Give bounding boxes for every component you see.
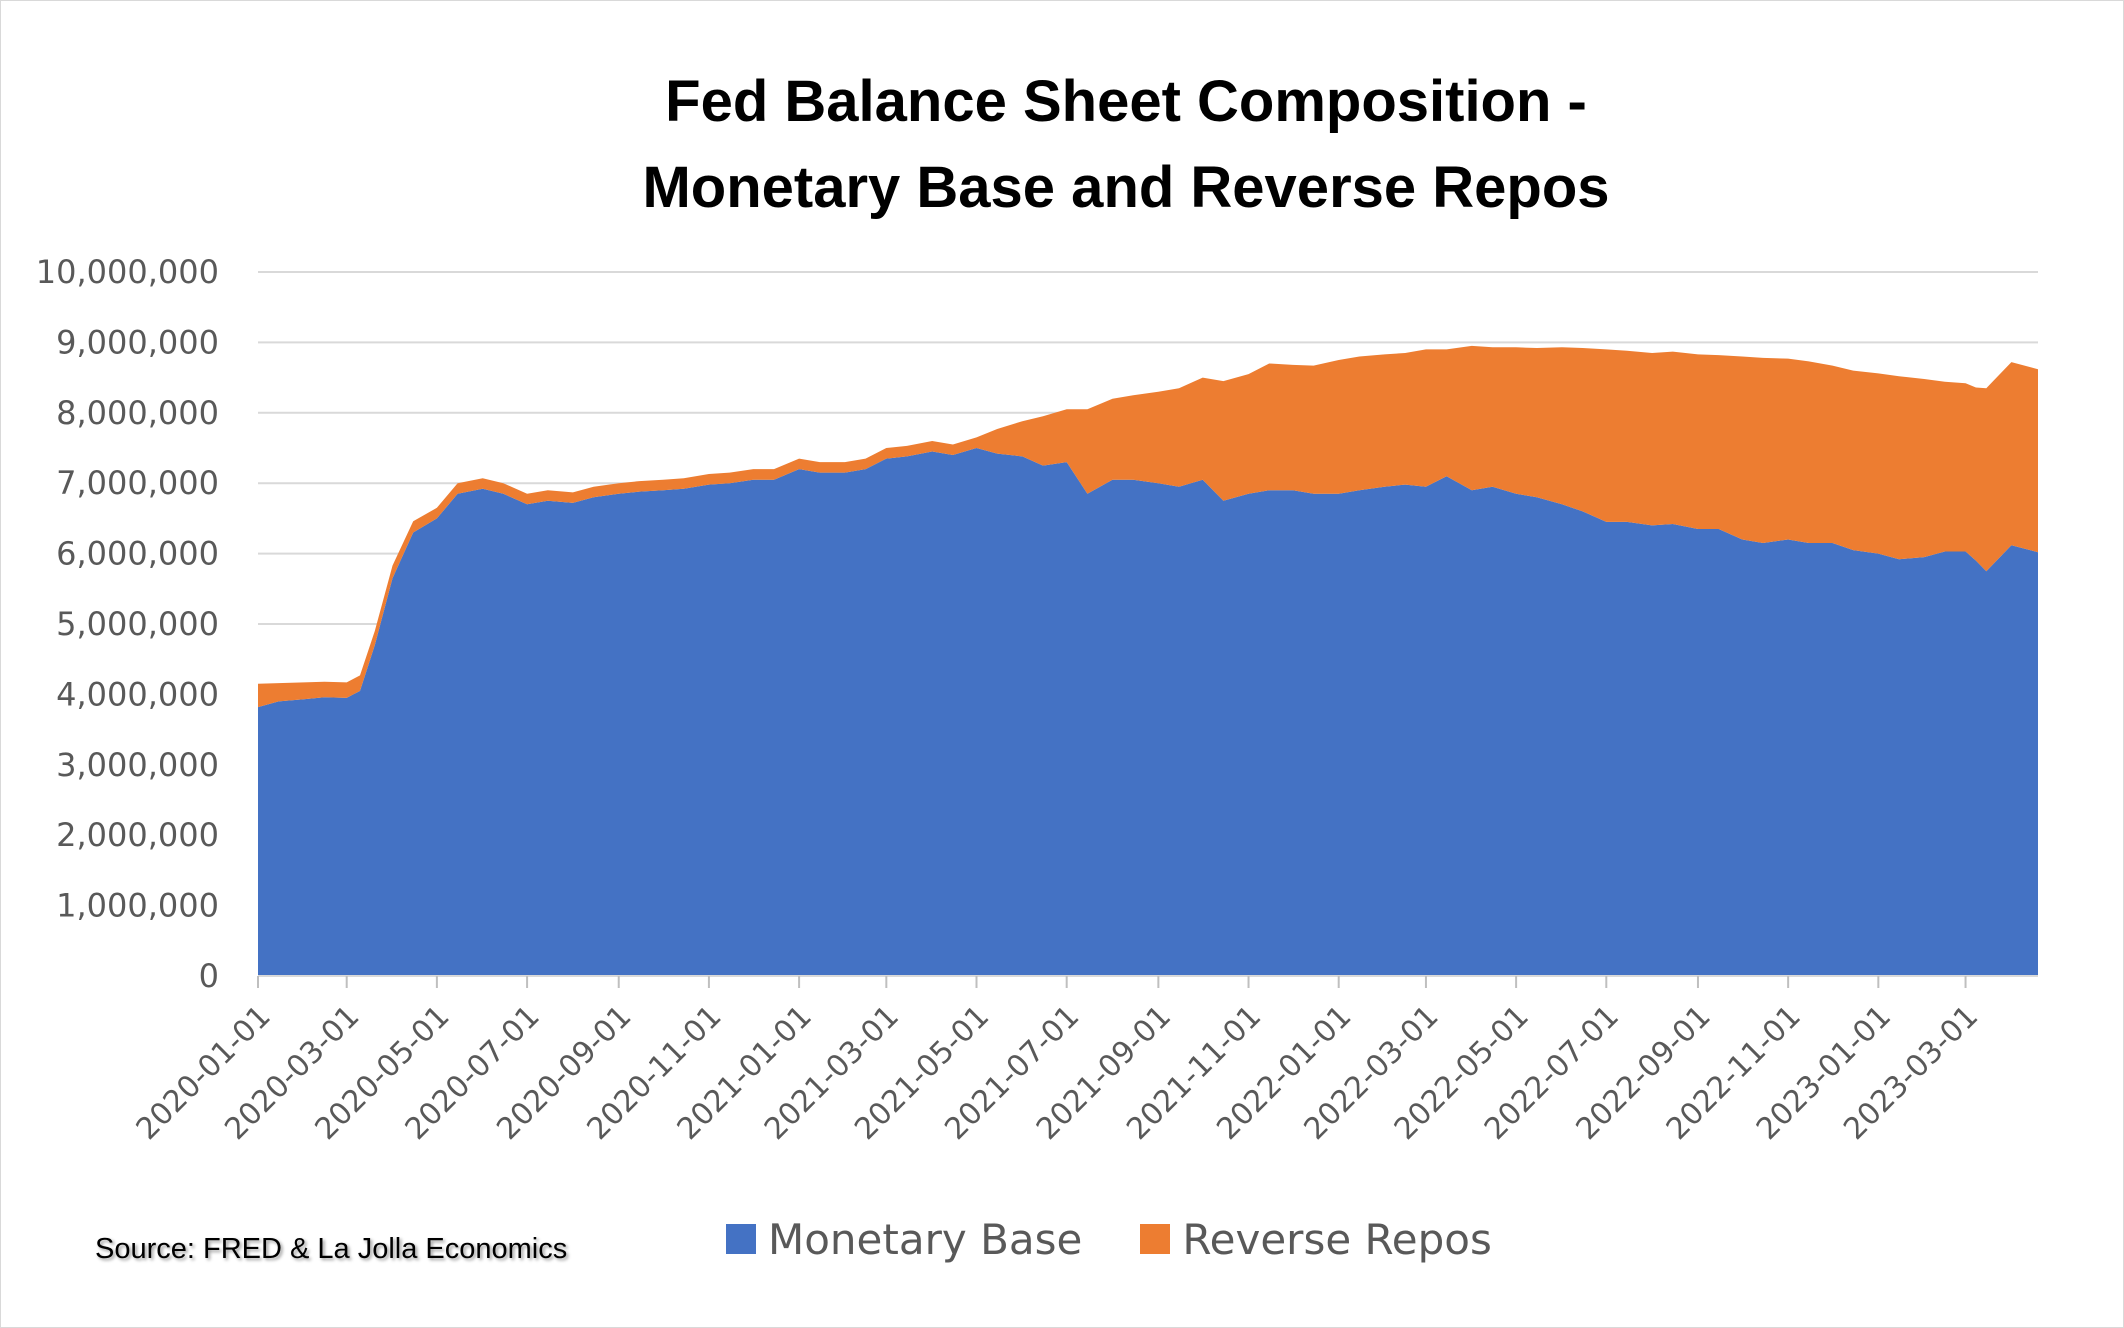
y-tick-label: 10,000,000 [36,253,219,291]
chart-title: Fed Balance Sheet Composition - Monetary… [1,59,2124,231]
legend-swatch-monetary-base [726,1224,756,1254]
y-tick-label: 8,000,000 [56,394,219,432]
series-area-monetary-base [258,448,2038,976]
y-tick-label: 5,000,000 [56,605,219,643]
y-tick-label: 4,000,000 [56,675,219,713]
x-tick-labels: 2020-01-012020-03-012020-05-012020-07-01… [130,999,1986,1147]
axis-layer [257,975,2038,988]
legend-swatch-reverse-repos [1140,1224,1171,1254]
y-tick-label: 2,000,000 [56,816,219,854]
y-tick-label: 3,000,000 [56,746,219,784]
area-layer [258,345,2038,976]
source-note: Source: FRED & La Jolla Economics [95,1233,568,1265]
y-tick-labels: 0 1,000,000 2,000,000 3,000,000 4,000,000 5,0… [36,253,219,995]
y-tick-label: 6,000,000 [56,535,219,573]
y-tick-label: 1,000,000 [56,887,219,925]
chart-title-line-2: Monetary Base and Reverse Repos [642,155,1610,220]
legend-label-reverse-repos: Reverse Repos [1182,1214,1492,1264]
legend: Monetary Base Reverse Repos [726,1209,1492,1269]
y-tick-label: 9,000,000 [56,323,219,361]
series-area-reverse-repos [258,345,2038,708]
legend-item-monetary-base[interactable]: Monetary Base [726,1215,1082,1264]
chart-title-line-1: Fed Balance Sheet Composition - [665,69,1587,134]
y-tick-label: 7,000,000 [56,464,219,502]
legend-item-reverse-repos[interactable]: Reverse Repos [1140,1215,1492,1264]
y-tick-label: 0 [199,957,219,995]
legend-label-monetary-base: Monetary Base [768,1214,1083,1264]
